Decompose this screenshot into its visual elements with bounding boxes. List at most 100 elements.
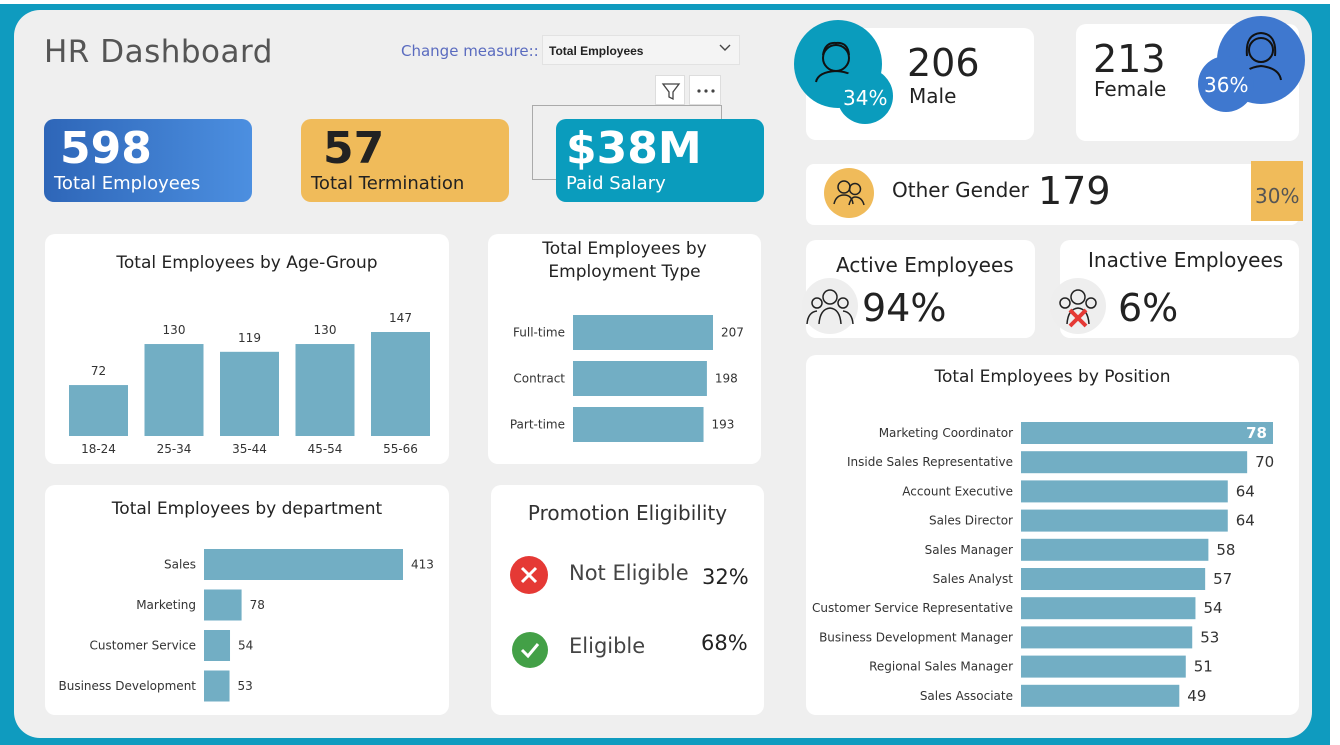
inactive-avatar	[1050, 278, 1106, 334]
category-label: Full-time	[513, 326, 565, 340]
data-label: 58	[1216, 541, 1235, 559]
bar[interactable]	[573, 361, 707, 396]
bar[interactable]	[1021, 626, 1193, 649]
filter-button[interactable]	[655, 75, 685, 105]
measure-dropdown-value: Total Employees	[549, 44, 644, 58]
kpi-total-termination[interactable]: 57 Total Termination	[301, 119, 509, 202]
chart-card-position: Total Employees by Position Marketing Co…	[806, 355, 1299, 715]
category-label: Marketing Coordinator	[879, 426, 1013, 440]
bar[interactable]	[295, 344, 355, 436]
x-tick-label: 45-54	[308, 442, 343, 456]
other-gender-percent-badge	[1251, 161, 1303, 221]
other-gender-percent: 30%	[1255, 184, 1300, 208]
bar[interactable]	[1021, 538, 1209, 561]
bar[interactable]	[69, 385, 128, 436]
data-label: 413	[411, 558, 434, 572]
category-label: Regional Sales Manager	[869, 660, 1013, 674]
bar[interactable]	[1021, 509, 1228, 532]
category-label: Sales Director	[929, 514, 1013, 528]
female-percent: 36%	[1204, 73, 1249, 97]
male-percent: 34%	[843, 86, 888, 110]
employment-type-chart: Full-time 207 Contract 198 Part-time 193	[510, 315, 744, 442]
kpi-value: $38M	[566, 123, 702, 174]
department-chart: Sales 413 Marketing 78 Customer Service 54 Bus…	[58, 549, 434, 702]
active-employees-percent: 94%	[862, 286, 947, 330]
bar[interactable]	[220, 351, 279, 436]
category-label: Marketing	[136, 598, 196, 612]
chevron-down-icon	[719, 44, 731, 51]
frame-edge	[1330, 0, 1340, 745]
inactive-employees-percent: 6%	[1118, 286, 1179, 330]
bar[interactable]	[204, 630, 231, 661]
kpi-total-employees[interactable]: 598 Total Employees	[44, 119, 252, 202]
measure-dropdown[interactable]: Total Employees	[542, 35, 740, 65]
filter-icon	[661, 83, 681, 101]
bar[interactable]	[144, 344, 204, 436]
x-tick-label: 35-44	[232, 442, 267, 456]
bar[interactable]	[1021, 568, 1206, 590]
bar[interactable]	[1021, 422, 1273, 444]
not-eligible-percent: 32%	[702, 565, 749, 589]
inactive-employees-label: Inactive Employees	[1088, 248, 1284, 272]
data-label: 54	[238, 639, 253, 653]
bar[interactable]	[204, 589, 242, 621]
more-options-icon	[697, 89, 715, 93]
bar[interactable]	[1021, 655, 1186, 678]
data-label: 70	[1255, 453, 1274, 471]
category-label: Inside Sales Representative	[847, 455, 1013, 469]
bar[interactable]	[1021, 597, 1196, 620]
kpi-paid-salary[interactable]: $38M Paid Salary	[556, 119, 764, 202]
x-tick-label: 18-24	[81, 442, 116, 456]
data-label: 78	[250, 598, 265, 612]
team-icon	[806, 289, 854, 325]
bar[interactable]	[371, 332, 430, 436]
kpi-value: 57	[323, 123, 385, 174]
not-eligible-label: Not Eligible	[569, 561, 689, 585]
other-gender-count: 179	[1038, 169, 1111, 213]
category-label: Customer Service	[90, 639, 196, 653]
category-label: Contract	[513, 372, 565, 386]
other-gender-avatar	[824, 168, 874, 218]
measure-label: Change measure::	[401, 42, 539, 60]
team-removed-icon	[1059, 289, 1097, 328]
promotion-title: Promotion Eligibility	[527, 501, 728, 525]
data-label: 130	[163, 323, 186, 337]
chart-title: Total Employees by Age-Group	[116, 253, 378, 273]
data-label: 198	[715, 372, 738, 386]
position-chart: Marketing Coordinator 78 Inside Sales Repr…	[812, 422, 1274, 707]
chart-title: Total Employees by department	[111, 499, 383, 519]
data-label: 147	[389, 311, 412, 325]
active-employees-label: Active Employees	[836, 253, 1014, 277]
female-label: Female	[1094, 77, 1167, 101]
data-label: 72	[91, 364, 106, 378]
other-gender-label: Other Gender	[892, 178, 1029, 202]
eligible-label: Eligible	[569, 634, 646, 658]
bar[interactable]	[573, 407, 704, 442]
bar[interactable]	[204, 670, 230, 702]
category-label: Sales	[164, 558, 196, 572]
data-label: 53	[1200, 628, 1219, 646]
male-label: Male	[909, 84, 957, 108]
group-icon	[833, 180, 865, 206]
category-label: Sales Associate	[920, 689, 1013, 703]
data-label: 193	[712, 418, 735, 432]
chart-card-age-group: Total Employees by Age-Group 72 18-24 130 2…	[45, 234, 449, 464]
bar[interactable]	[1021, 684, 1180, 707]
bar[interactable]	[573, 315, 713, 350]
female-count: 213	[1093, 37, 1166, 81]
chart-card-employment-type: Total Employees by Employment Type Full-…	[488, 234, 761, 464]
active-avatar	[802, 278, 858, 334]
bar[interactable]	[1021, 451, 1248, 474]
page-title: HR Dashboard	[44, 34, 273, 70]
more-options-button[interactable]	[689, 75, 721, 105]
bar[interactable]	[204, 549, 403, 580]
category-label: Business Development	[58, 679, 196, 693]
not-eligible-icon	[510, 556, 548, 594]
data-label: 53	[238, 679, 253, 693]
x-tick-label: 25-34	[157, 442, 192, 456]
data-label: 54	[1203, 599, 1222, 617]
x-tick-label: 55-66	[383, 442, 418, 456]
data-label: 130	[314, 323, 337, 337]
kpi-label: Total Termination	[311, 173, 465, 194]
bar[interactable]	[1021, 480, 1228, 503]
